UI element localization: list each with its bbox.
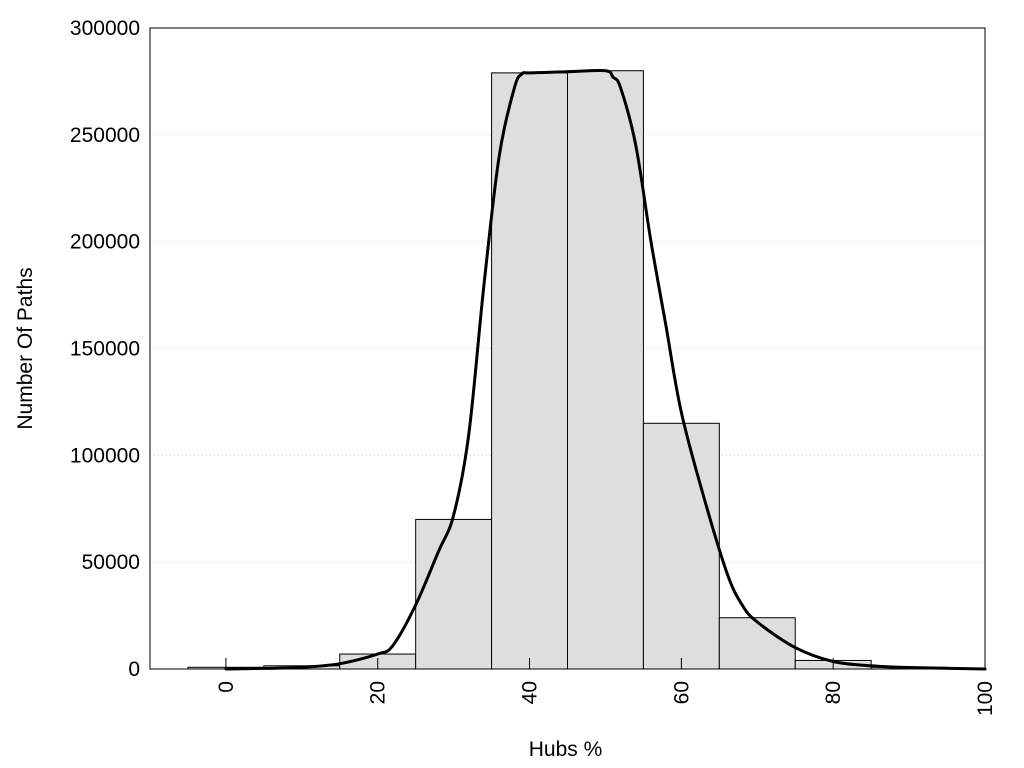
x-axis-ticks: 0 20 40 60 80 100 — [215, 658, 997, 716]
y-tick-label: 50000 — [82, 551, 140, 574]
x-tick-label: 40 — [519, 681, 542, 704]
histogram-bar — [415, 518, 493, 670]
histogram-bar — [718, 617, 796, 670]
x-tick-label: 20 — [367, 681, 390, 704]
fit-curve-layer — [224, 68, 987, 671]
histogram-bar — [567, 70, 644, 670]
x-tick-label: 60 — [670, 681, 693, 704]
x-axis-title: Hubs % — [529, 738, 603, 761]
y-tick-label: 200000 — [70, 231, 140, 254]
histogram-bar — [491, 72, 568, 670]
x-tick-label: 80 — [822, 681, 845, 704]
y-tick-label: 100000 — [70, 444, 140, 467]
x-tick-label: 0 — [215, 681, 238, 693]
y-axis-ticks: 0 50000 100000 150000 200000 250000 300000 — [70, 17, 140, 681]
histogram-bars — [187, 70, 948, 670]
y-tick-label: 0 — [128, 658, 140, 681]
y-tick-label: 300000 — [70, 17, 140, 40]
histogram-bar — [642, 422, 720, 670]
y-tick-label: 150000 — [70, 338, 140, 361]
plot-frame — [149, 27, 986, 670]
y-tick-label: 250000 — [70, 124, 140, 147]
y-axis-title: Number Of Paths — [14, 267, 37, 429]
fit-curve — [224, 68, 987, 671]
x-tick-label: 100 — [974, 681, 997, 716]
